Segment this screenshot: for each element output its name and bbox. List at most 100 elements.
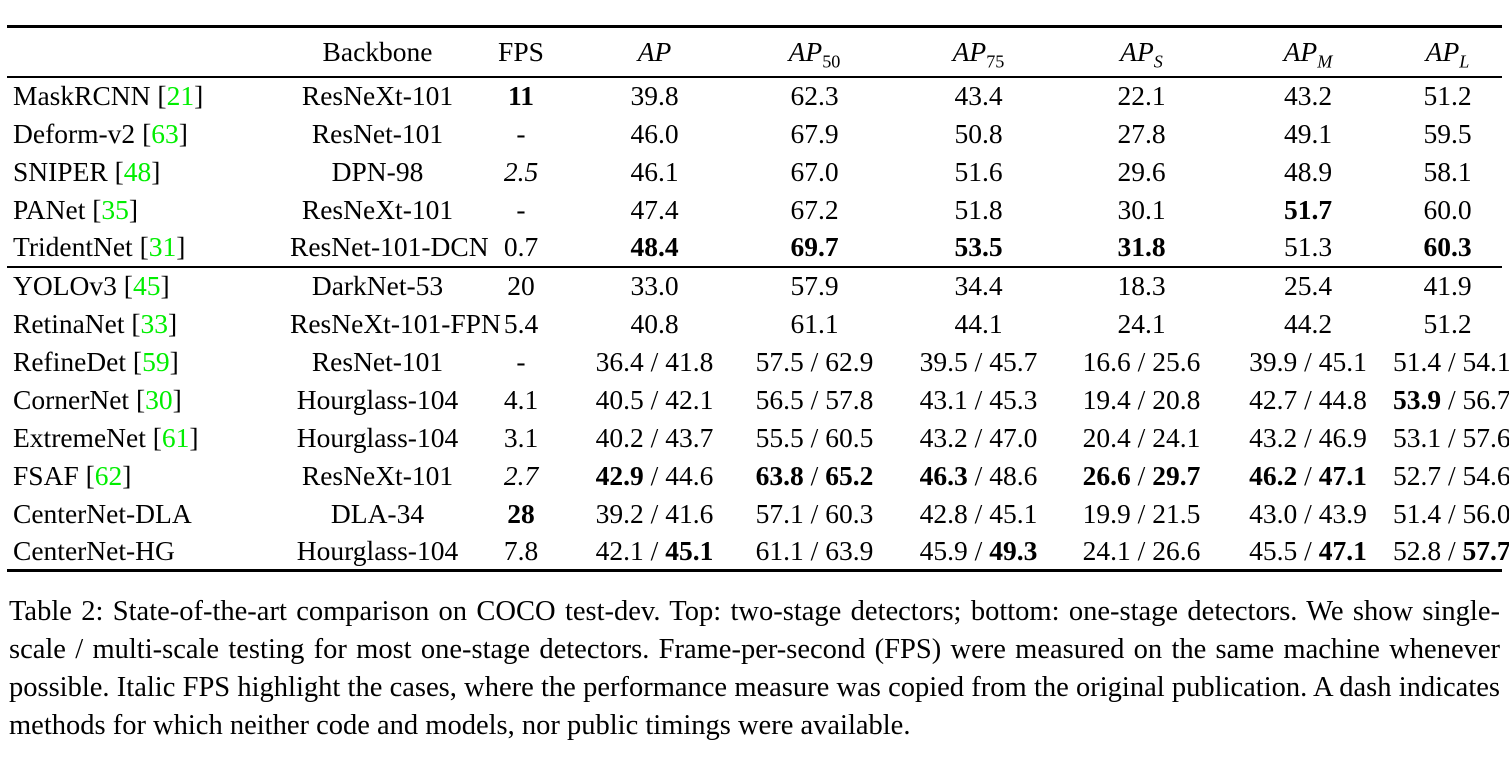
method-name: MaskRCNN [13, 80, 151, 111]
cell-method: RefineDet [59] [13, 345, 179, 377]
method-name: RetinaNet [13, 307, 125, 339]
cell-method: Deform-v2 [63] [13, 117, 188, 149]
cell-method: FSAF [62] [13, 459, 132, 491]
header-ap-75: AP75 [952, 35, 1005, 72]
cell-ap-3: 27.8 [1117, 117, 1166, 149]
cell-ap-3: 20.4 / 24.1 [1082, 421, 1201, 453]
cell-fps: 3.1 [503, 421, 539, 453]
header-fps: FPS [498, 35, 544, 67]
cell-backbone: Hourglass-104 [296, 383, 459, 415]
cell-ap-5: 51.2 [1423, 307, 1472, 339]
one-stage-detectors-block: YOLOv3 [45] DarkNet-53 20 33.0 57.9 34.4 18.3 2… [7, 267, 1509, 571]
cell-fps: 20 [507, 270, 535, 301]
results-table: Backbone FPS AP AP50 AP75 APS APM APL MaskRCNN … [7, 25, 1509, 572]
table-caption: Table 2: State-of-the-art comparison on … [9, 596, 1500, 741]
table-row-retinanet: RetinaNet [33] ResNeXt-101-FPN 5.4 40.8 61.1… [7, 305, 1502, 343]
cell-ap-4: 51.7 [1283, 193, 1333, 225]
cell-ap-3: 29.6 [1117, 155, 1166, 187]
cell-ap-5: 52.8 / 57.7 [1393, 534, 1509, 566]
citation-link[interactable]: 30 [145, 383, 173, 415]
cell-ap-3: 26.6 / 29.7 [1082, 459, 1201, 491]
cell-ap-4: 49.1 [1283, 117, 1333, 149]
cell-ap-1: 61.1 / 63.9 [755, 534, 874, 566]
cell-ap-3: 31.8 [1117, 231, 1166, 262]
cell-ap-3: 24.1 [1117, 307, 1166, 339]
cell-method: YOLOv3 [45] [13, 270, 170, 301]
citation-link[interactable]: 35 [101, 193, 129, 225]
cell-ap-3: 18.3 [1117, 270, 1166, 301]
cell-fps: 28 [507, 497, 535, 529]
method-name: CenterNet-HG [13, 534, 175, 566]
cell-ap-4: 44.2 [1283, 307, 1333, 339]
cell-ap-1: 55.5 / 60.5 [755, 421, 874, 453]
cell-fps: 0.7 [503, 231, 539, 262]
citation-link[interactable]: 63 [151, 117, 179, 149]
cell-ap-2: 51.8 [954, 193, 1003, 225]
cell-fps: - [516, 193, 526, 225]
cell-ap-0: 42.1 / 45.1 [595, 534, 714, 566]
method-name: Deform-v2 [13, 117, 136, 149]
table-row-yolov3: YOLOv3 [45] DarkNet-53 20 33.0 57.9 34.4 18.3 2… [7, 267, 1502, 305]
cell-ap-2: 51.6 [954, 155, 1003, 187]
cell-ap-3: 19.4 / 20.8 [1082, 383, 1201, 415]
citation-link[interactable]: 62 [94, 459, 123, 491]
cell-fps: 4.1 [503, 383, 539, 415]
cell-fps: 2.5 [503, 155, 539, 187]
cell-ap-0: 46.0 [630, 117, 679, 149]
cell-ap-4: 43.2 / 46.9 [1249, 421, 1367, 453]
cell-ap-2: 45.9 / 49.3 [919, 534, 1038, 566]
citation-link[interactable]: 59 [142, 345, 170, 377]
cell-backbone: ResNet-101 [311, 345, 444, 377]
citation-link[interactable]: 21 [166, 80, 195, 111]
cell-ap-4: 46.2 / 47.1 [1249, 459, 1367, 491]
cell-ap-2: 34.4 [954, 270, 1003, 301]
citation-link[interactable]: 48 [123, 155, 152, 187]
cell-ap-5: 53.1 / 57.6 [1393, 421, 1509, 453]
citation-link[interactable]: 31 [148, 231, 177, 262]
cell-ap-0: 36.4 / 41.8 [595, 345, 714, 377]
cell-ap-2: 39.5 / 45.7 [919, 345, 1038, 377]
cell-ap-1: 57.9 [790, 270, 839, 301]
citation-link[interactable]: 33 [140, 307, 169, 339]
cell-ap-4: 39.9 / 45.1 [1249, 345, 1367, 377]
cell-method: SNIPER [48] [13, 155, 161, 187]
cell-method: CenterNet-DLA [7, 495, 290, 533]
cell-ap-5: 41.9 [1423, 270, 1472, 301]
cell-ap-0: 48.4 [630, 231, 679, 262]
cell-ap-4: 43.2 [1283, 80, 1333, 111]
cell-ap-3: 19.9 / 21.5 [1082, 497, 1201, 529]
cell-backbone: Hourglass-104 [296, 421, 459, 453]
cell-ap-5: 51.4 / 54.1 [1393, 345, 1509, 377]
cell-ap-0: 40.8 [630, 307, 679, 339]
cell-method: TridentNet [31] [13, 231, 186, 262]
cell-backbone: DPN-98 [331, 155, 424, 187]
table-row-tridentnet: TridentNet [31] ResNet-101-DCN 0.7 48.4 69.7… [7, 229, 1502, 267]
cell-ap-1: 62.3 [790, 80, 839, 111]
cell-ap-0: 40.5 / 42.1 [595, 383, 714, 415]
citation-link[interactable]: 61 [161, 421, 190, 453]
paper-page: Backbone FPS AP AP50 AP75 APS APM APL MaskRCNN … [0, 25, 1509, 759]
citation-link[interactable]: 45 [132, 270, 161, 301]
cell-fps: 5.4 [503, 307, 539, 339]
cell-ap-1: 56.5 / 57.8 [755, 383, 874, 415]
cell-backbone: ResNet-101 [311, 117, 444, 149]
header-ap-m: APM [1283, 35, 1333, 72]
cell-backbone: ResNeXt-101 [301, 459, 454, 491]
cell-ap-5: 60.3 [1423, 231, 1472, 262]
method-name: TridentNet [13, 231, 133, 262]
cell-fps: - [516, 345, 526, 377]
cell-ap-2: 43.1 / 45.3 [919, 383, 1038, 415]
cell-ap-3: 22.1 [1117, 80, 1166, 111]
table-row-sniper: SNIPER [48] DPN-98 2.5 46.1 67.0 51.6 29.6 48.9… [7, 153, 1502, 191]
cell-ap-1: 57.5 / 62.9 [755, 345, 874, 377]
cell-ap-0: 39.8 [630, 80, 679, 111]
cell-ap-5: 53.9 / 56.7 [1393, 383, 1509, 415]
cell-ap-1: 67.0 [790, 155, 839, 187]
cell-ap-1: 57.1 / 60.3 [755, 497, 874, 529]
cell-ap-4: 43.0 / 43.9 [1249, 497, 1367, 529]
cell-ap-5: 60.0 [1423, 193, 1472, 225]
header-backbone: Backbone [322, 35, 433, 67]
cell-ap-0: 42.9 / 44.6 [595, 459, 714, 491]
cell-ap-3: 16.6 / 25.6 [1082, 345, 1201, 377]
cell-ap-2: 46.3 / 48.6 [919, 459, 1038, 491]
